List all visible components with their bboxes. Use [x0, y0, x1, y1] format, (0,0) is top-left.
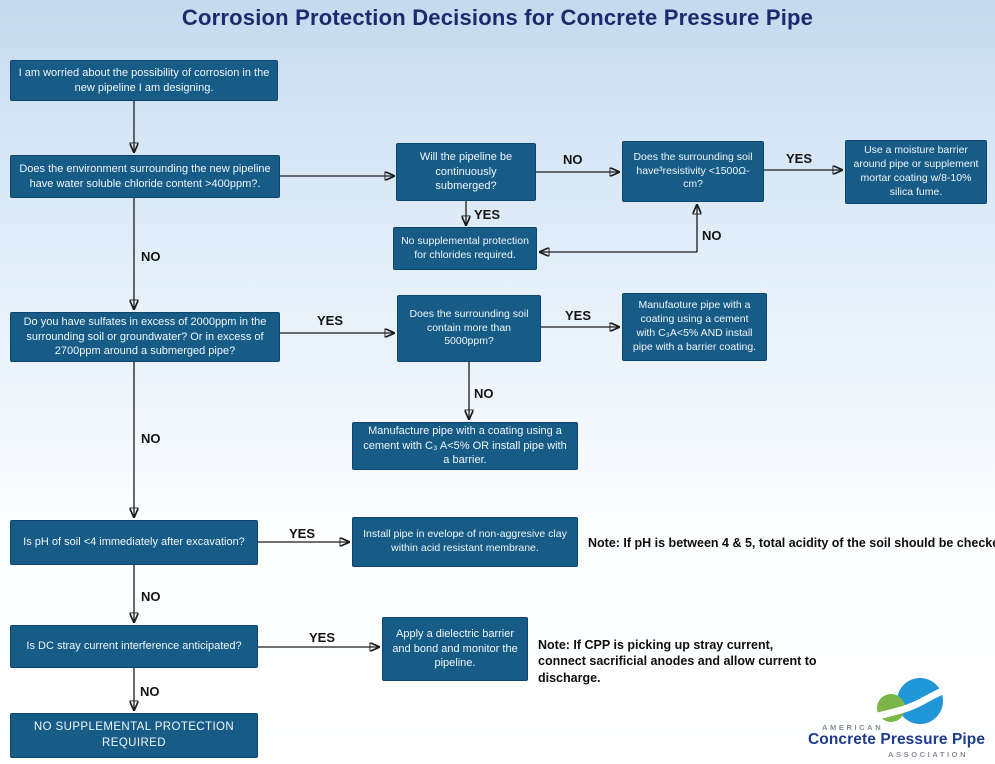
box-resistivity-question: Does the surrounding soil have³resistivi… [622, 141, 764, 202]
edge-label-no-dc-to-final: NO [140, 684, 160, 699]
edge-label-yes-submerged-to-nochlorides: YES [474, 207, 501, 222]
edge-label-no-submerged-to-resistivity: NO [563, 152, 583, 167]
logo-text-american: AMERICAN [822, 723, 884, 732]
box-worried: I am worried about the possibility of co… [10, 60, 278, 101]
box-chloride-question: Does the environment surrounding the new… [10, 155, 280, 198]
box-cement-and-barrier-action: Manufaoture pipe with a coating using a … [622, 293, 767, 361]
box-no-supplemental-protection: NO SUPPLEMENTAL PROTECTION REQUIRED [10, 713, 258, 758]
logo: AMERICAN Concrete Pressure Pipe ASSOCIAT… [808, 672, 988, 760]
box-dielectric-barrier-action: Apply a dielectric barrier and bond and … [382, 617, 528, 681]
box-ph-question: Is pH of soil <4 immediately after excav… [10, 520, 258, 565]
box-no-chloride-protection: No supplemental protection for chlorides… [393, 227, 537, 270]
box-soil-5000ppm-question: Does the surrounding soil contain more t… [397, 295, 541, 362]
edge-label-no-sulfates-to-ph: NO [141, 431, 161, 446]
logo-text-name: Concrete Pressure Pipe [808, 731, 986, 748]
edge-label-yes-dc-to-dielectric: YES [309, 630, 336, 645]
page-title: Corrosion Protection Decisions for Concr… [181, 5, 814, 30]
edge-label-no-chloride-to-sulfates: NO [141, 249, 161, 264]
note-cpp: Note: If CPP is picking up stray current… [538, 638, 817, 685]
logo-text-association: ASSOCIATION [888, 750, 969, 759]
note-ph: Note: If pH is between 4 & 5, total acid… [588, 536, 995, 550]
edge-label-yes-ph-to-clay: YES [289, 526, 316, 541]
logo-swoosh-icon [862, 672, 980, 724]
edge-label-no-soil5000-to-cementor: NO [474, 386, 494, 401]
edge-label-yes-sulfates-to-soil5000: YES [317, 313, 344, 328]
edge-label-no-ph-to-dc: NO [141, 589, 161, 604]
edge-label-yes-resistivity-to-moisture: YES [786, 151, 813, 166]
box-moisture-barrier-action: Use a moisture barrier around pipe or su… [845, 140, 987, 204]
box-sulfates-question: Do you have sulfates in excess of 2000pp… [10, 312, 280, 362]
box-clay-envelope-action: Install pipe in evelope of non-aggresive… [352, 517, 578, 567]
edge-label-no-resistivity-to-nochlorides: NO [702, 228, 722, 243]
box-dc-stray-question: Is DC stray current interference anticip… [10, 625, 258, 668]
box-cement-or-barrier-action: Manufacture pipe with a coating using a … [352, 422, 578, 470]
box-submerged-question: Will the pipeline be continuously submer… [396, 143, 536, 201]
edge-label-yes-soil5000-to-cementand: YES [565, 308, 592, 323]
